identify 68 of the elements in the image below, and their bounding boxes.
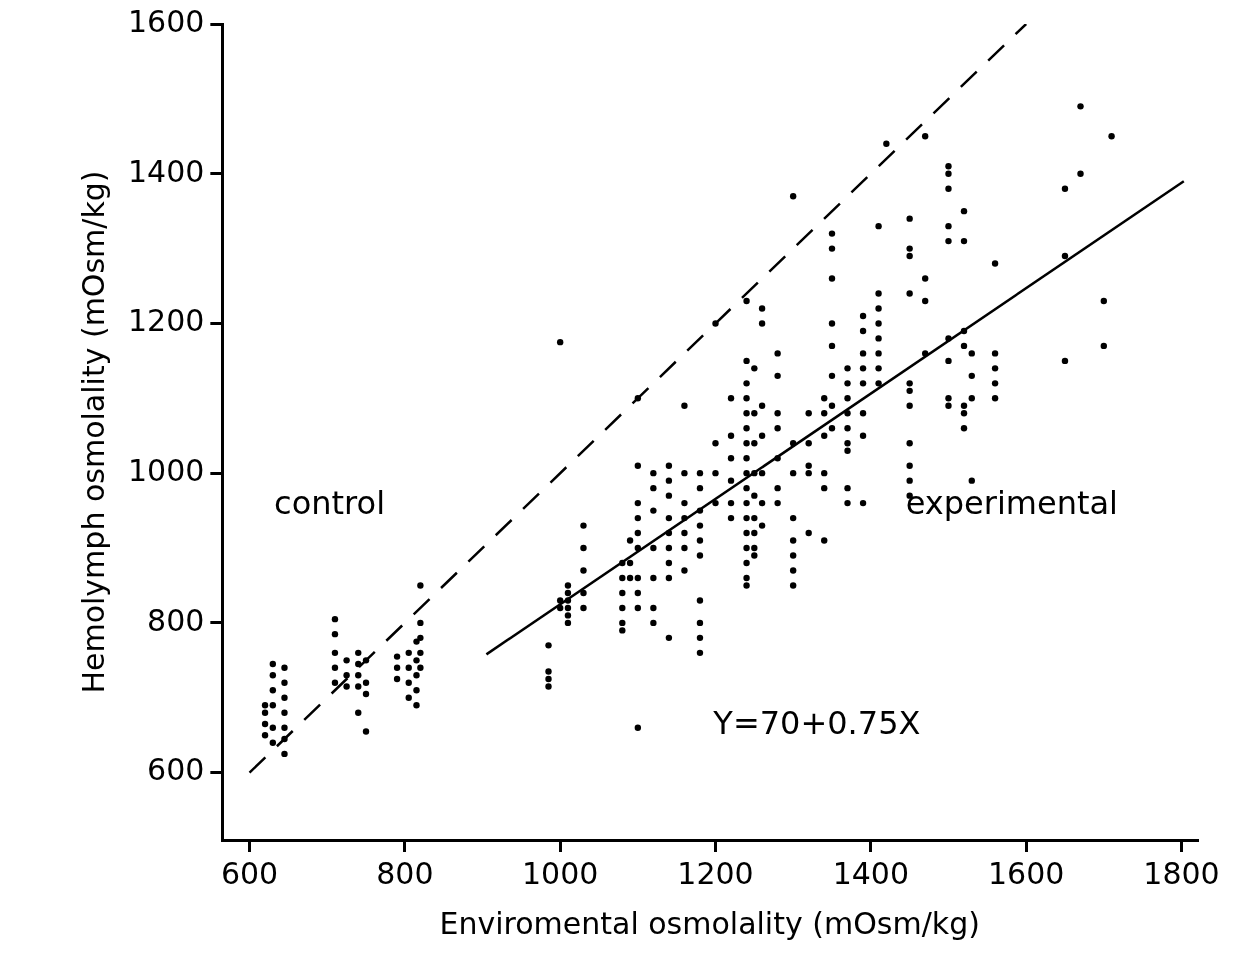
point <box>261 709 269 716</box>
point <box>417 582 424 589</box>
point <box>413 657 420 664</box>
point <box>331 664 339 672</box>
x-tick-label: 1000 <box>522 855 599 891</box>
point <box>343 683 350 690</box>
annotation: control <box>274 483 386 522</box>
point <box>281 679 288 686</box>
x-tick-label: 1600 <box>987 855 1065 891</box>
point <box>405 679 412 686</box>
point <box>362 657 370 664</box>
y-tick-label: 1400 <box>127 153 205 189</box>
point <box>281 750 288 758</box>
point <box>362 690 370 698</box>
x-axis-title: Enviromental osmolality (mOsm/kg) <box>439 905 980 941</box>
point <box>362 728 370 735</box>
y-tick-label: 600 <box>147 752 205 788</box>
x-tick-label: 800 <box>376 855 434 891</box>
point <box>393 675 401 683</box>
x-tick-label: 1400 <box>832 855 909 891</box>
point <box>417 634 424 642</box>
point <box>269 660 277 668</box>
point <box>269 672 277 679</box>
annotation: experimental <box>905 483 1118 522</box>
point <box>413 702 420 709</box>
x-tick-label: 600 <box>220 855 279 891</box>
point <box>393 653 401 660</box>
point <box>281 709 288 716</box>
y-axis-title: Hemolymph osmolality (mOsm/kg) <box>75 170 111 694</box>
point <box>281 735 288 743</box>
point <box>355 649 362 657</box>
point <box>405 664 412 672</box>
point <box>331 630 339 638</box>
point <box>355 683 362 690</box>
point <box>281 664 288 672</box>
point <box>405 694 412 701</box>
point <box>417 619 424 627</box>
point <box>281 724 288 731</box>
point <box>261 720 269 728</box>
annotation: Y=70+0.75X <box>712 704 921 743</box>
y-tick-label: 1600 <box>127 3 205 39</box>
point <box>261 731 269 739</box>
y-tick-label: 1000 <box>127 452 205 488</box>
point <box>355 709 362 716</box>
point <box>331 615 339 623</box>
point <box>343 657 350 664</box>
y-tick-label: 1200 <box>127 303 205 339</box>
point <box>413 687 420 694</box>
point <box>269 687 277 694</box>
point <box>393 664 401 672</box>
x-tick-label: 1800 <box>1143 855 1220 891</box>
point <box>269 724 277 731</box>
point <box>343 672 350 679</box>
point <box>331 649 339 657</box>
point <box>417 664 424 672</box>
point <box>417 649 424 657</box>
point <box>269 739 277 746</box>
y-tick-label: 800 <box>147 602 205 638</box>
point <box>331 679 339 686</box>
point <box>355 672 362 679</box>
x-tick-label: 1200 <box>677 855 754 891</box>
point <box>281 694 288 701</box>
point <box>362 679 370 686</box>
point <box>405 649 412 657</box>
point <box>413 672 420 679</box>
point <box>269 702 277 709</box>
point <box>355 660 362 668</box>
point <box>261 702 269 709</box>
